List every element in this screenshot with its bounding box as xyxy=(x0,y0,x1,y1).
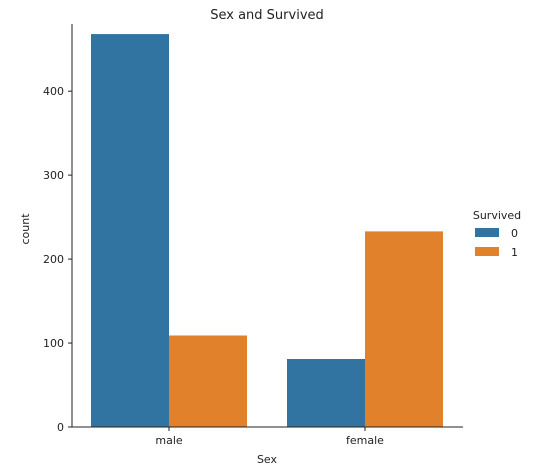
legend-swatch-1 xyxy=(475,247,499,256)
bar-female-survived-0 xyxy=(287,358,365,427)
legend-title: Survived xyxy=(473,209,521,222)
legend-swatch-0 xyxy=(475,228,499,237)
y-tick-label-200: 200 xyxy=(43,253,64,266)
x-axis-ticks: male female xyxy=(155,427,384,447)
x-tick-label-male: male xyxy=(155,434,183,447)
bar-female-survived-1 xyxy=(365,231,443,427)
legend-label-1: 1 xyxy=(511,246,518,259)
x-tick-label-female: female xyxy=(346,434,384,447)
plot-area xyxy=(91,34,443,427)
y-axis-label: count xyxy=(19,213,32,245)
x-axis-label: Sex xyxy=(257,453,278,466)
chart-title: Sex and Survived xyxy=(210,8,324,23)
legend-label-0: 0 xyxy=(511,227,518,240)
legend-items: 01 xyxy=(475,227,518,259)
y-tick-label-100: 100 xyxy=(43,337,64,350)
bar-male-survived-1 xyxy=(169,335,247,427)
legend: Survived 01 xyxy=(473,209,521,259)
y-tick-label-300: 300 xyxy=(43,169,64,182)
bar-male-survived-0 xyxy=(91,34,169,427)
y-axis-ticks: 0 100 200 300 400 xyxy=(43,85,72,434)
y-tick-label-400: 400 xyxy=(43,85,64,98)
y-tick-label-0: 0 xyxy=(57,421,64,434)
